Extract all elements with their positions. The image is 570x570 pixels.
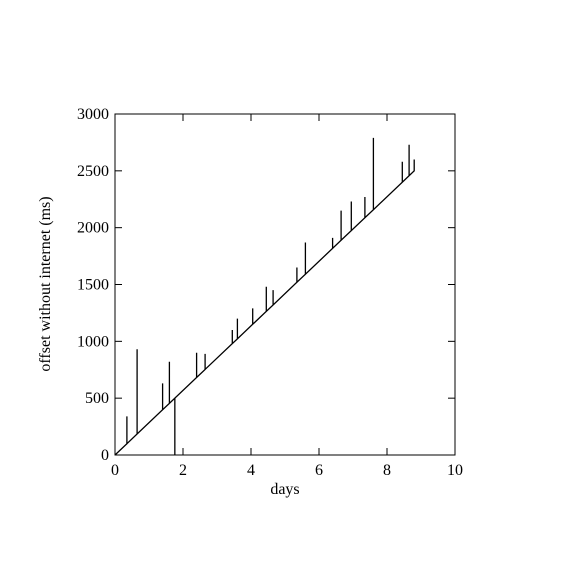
x-tick-label: 0 <box>111 462 119 479</box>
y-tick-label: 500 <box>85 390 109 407</box>
x-tick-label: 8 <box>383 462 391 479</box>
y-tick-label: 1000 <box>77 333 109 350</box>
y-tick-label: 0 <box>101 447 109 464</box>
plot-frame <box>114 113 456 456</box>
y-tick-label: 1500 <box>77 277 109 294</box>
data-line <box>114 137 415 456</box>
y-axis-label: offset without internet (ms) <box>37 196 54 371</box>
x-tick-label: 2 <box>179 462 187 479</box>
x-axis-label: days <box>270 481 299 498</box>
y-tick-label: 2000 <box>77 220 109 237</box>
y-tick-label: 2500 <box>77 163 109 180</box>
y-tick-label: 3000 <box>77 106 109 123</box>
x-tick-label: 10 <box>447 462 463 479</box>
x-tick-label: 6 <box>315 462 323 479</box>
x-tick-label: 4 <box>247 462 255 479</box>
